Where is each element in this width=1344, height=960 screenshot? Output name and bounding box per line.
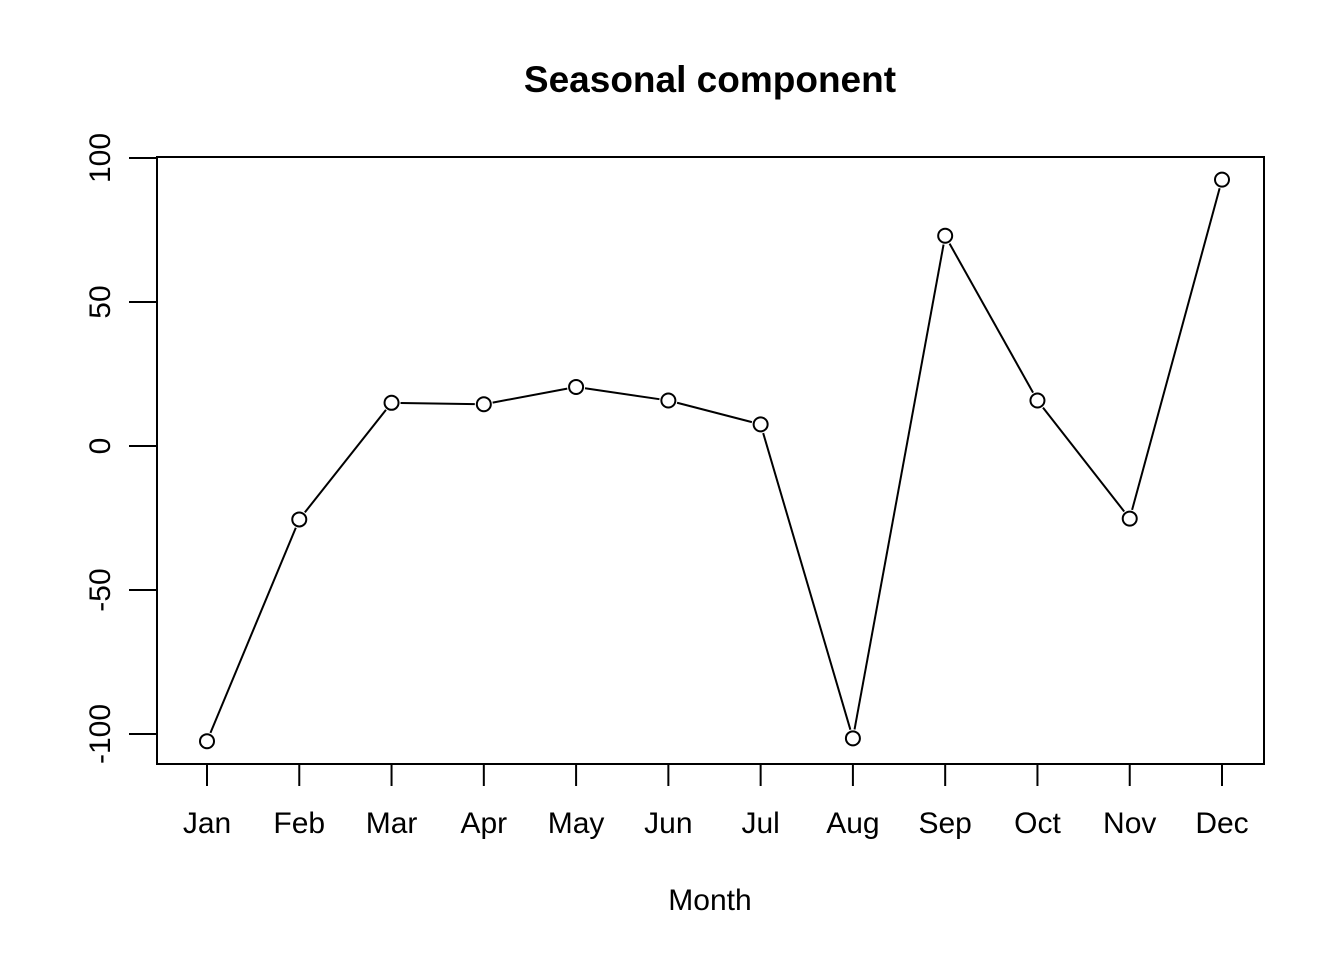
x-tick-label: May <box>548 807 605 840</box>
data-point-jul <box>752 416 769 433</box>
x-tick-label: Jul <box>741 807 779 840</box>
series-segment <box>762 432 852 730</box>
data-point-aug <box>844 730 861 747</box>
series-segment <box>492 387 568 404</box>
y-tick-label: -50 <box>84 568 117 611</box>
data-point-sep <box>937 227 954 244</box>
data-point-jun <box>660 392 677 409</box>
plot-frame <box>156 156 1265 765</box>
data-point-nov <box>1121 510 1138 527</box>
x-tick-label: Aug <box>826 807 879 840</box>
y-tick-label: -100 <box>84 704 117 764</box>
x-tick-label: Nov <box>1103 807 1156 840</box>
data-point-may <box>568 378 585 395</box>
x-axis-label: Month <box>668 884 751 917</box>
x-tick-label: Jan <box>183 807 231 840</box>
x-tick-label: Feb <box>273 807 325 840</box>
data-point-dec <box>1214 171 1230 188</box>
y-axis: -100 -50 0 50 100 <box>84 133 158 764</box>
x-tick-label: Dec <box>1195 807 1248 840</box>
series-segment <box>1042 406 1125 513</box>
x-tick-label: Oct <box>1014 807 1061 840</box>
series-segment <box>209 527 297 734</box>
data-point-feb <box>291 511 308 528</box>
series-segment <box>676 401 753 424</box>
y-tick-label: 50 <box>84 285 117 318</box>
data-point-mar <box>383 394 400 411</box>
series-segment <box>400 401 475 406</box>
x-axis: Jan Feb Mar Apr May Jun Jul Aug Sep Oct Nov Dec <box>183 763 1249 840</box>
series-segment <box>853 244 945 730</box>
x-tick-label: Mar <box>366 807 418 840</box>
x-tick-label: Jun <box>644 807 692 840</box>
y-tick-label: 0 <box>84 438 117 455</box>
data-point-jan <box>199 733 215 750</box>
x-tick-label: Sep <box>918 807 971 840</box>
x-tick-label: Apr <box>460 807 507 840</box>
series-segment <box>948 243 1034 394</box>
series-line-group <box>199 171 1230 750</box>
data-point-oct <box>1029 392 1046 409</box>
series-segment <box>304 409 387 514</box>
series-segment <box>1131 188 1221 511</box>
y-tick-label: 100 <box>84 133 117 183</box>
series-segment <box>584 387 660 401</box>
chart-title: Seasonal component <box>524 59 896 100</box>
data-point-apr <box>475 396 492 413</box>
